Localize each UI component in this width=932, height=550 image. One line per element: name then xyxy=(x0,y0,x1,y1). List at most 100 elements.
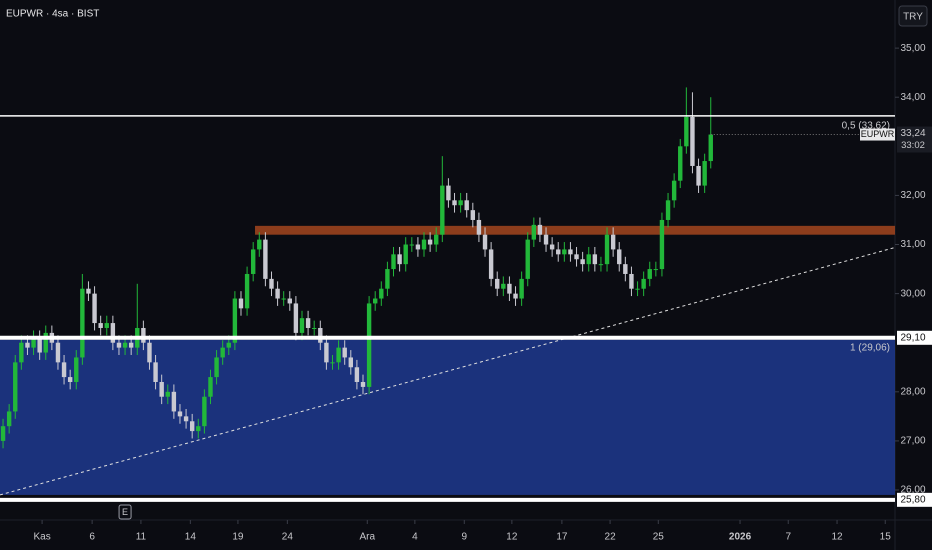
level-axis-box xyxy=(897,492,932,507)
candle-body xyxy=(391,254,396,270)
x-tick-label: 12 xyxy=(831,532,843,543)
candle-body xyxy=(379,288,384,299)
candle-body xyxy=(318,327,323,343)
candle-body xyxy=(604,234,610,265)
candle-body xyxy=(574,254,579,260)
candle-body xyxy=(537,224,543,235)
x-tick-label: 25 xyxy=(653,532,665,543)
candle-body xyxy=(31,337,36,348)
level-axis-label: 25,80 xyxy=(900,494,925,505)
candle-body xyxy=(159,381,164,397)
y-tick-label: 28,00 xyxy=(900,386,925,397)
currency-button[interactable] xyxy=(898,5,928,27)
candle-body xyxy=(0,426,6,441)
candle-body xyxy=(556,249,561,255)
candle-body xyxy=(220,347,225,358)
last-price-label: 33,24 xyxy=(900,128,925,139)
candle-body xyxy=(275,288,280,299)
candle-body xyxy=(354,367,360,382)
candle-body xyxy=(238,298,244,309)
candle-body xyxy=(525,239,530,279)
zone xyxy=(255,225,896,235)
candle-body xyxy=(446,185,451,201)
candle-body xyxy=(629,273,634,289)
candle-body xyxy=(244,273,250,309)
candle-body xyxy=(171,391,177,412)
event-marker-label: E xyxy=(122,507,128,517)
candle-body xyxy=(25,342,30,348)
candle-body xyxy=(568,249,573,255)
x-tick-label: 17 xyxy=(556,532,568,543)
candle-body xyxy=(226,342,231,348)
candle-body xyxy=(690,116,695,166)
candle-body xyxy=(696,165,701,186)
candle-body xyxy=(37,337,42,353)
candle-body xyxy=(678,146,683,181)
candle-body xyxy=(684,116,689,147)
candle-body xyxy=(104,323,109,328)
candle-body xyxy=(647,269,652,279)
candle-body xyxy=(43,332,48,353)
candle-body xyxy=(562,249,567,255)
candle-body xyxy=(470,210,476,220)
level-label: 0,5 (33,62) xyxy=(842,121,890,132)
x-tick-label: Kas xyxy=(33,532,50,543)
candle-body xyxy=(214,357,219,378)
candle-body xyxy=(586,254,591,265)
x-tick-label: 6 xyxy=(89,532,95,543)
candle-body xyxy=(513,293,518,299)
y-tick-label: 26,00 xyxy=(900,485,925,496)
y-tick-label: 35,00 xyxy=(900,43,925,54)
candle-body xyxy=(434,234,439,245)
candle-body xyxy=(671,180,677,201)
level-axis-box xyxy=(897,330,932,345)
candle-body xyxy=(549,244,555,250)
candle-body xyxy=(342,347,347,358)
x-tick-label: Ara xyxy=(359,532,375,543)
candle-body xyxy=(92,293,97,324)
candle-body xyxy=(299,318,305,333)
candle-body xyxy=(177,411,183,417)
candle-body xyxy=(495,278,500,289)
candle-body xyxy=(421,239,427,250)
candle-body xyxy=(427,239,433,245)
candle-body xyxy=(19,342,24,363)
x-tick-label: 14 xyxy=(185,532,197,543)
candle-body xyxy=(373,298,378,304)
candle-body xyxy=(116,342,122,348)
plot-area: 1 (29,06) 0,5 (33,62) xyxy=(0,87,896,502)
x-tick-label: 11 xyxy=(136,532,147,543)
candle-body xyxy=(641,278,646,289)
candle-body xyxy=(397,254,402,265)
candle-body xyxy=(13,362,18,412)
x-tick-label: 7 xyxy=(785,532,791,543)
candle-body xyxy=(128,342,134,348)
level-axis-label: 29,10 xyxy=(900,332,925,343)
candle-body xyxy=(336,347,341,363)
candle-body xyxy=(61,362,67,378)
x-tick-label: 15 xyxy=(880,532,892,543)
last-price-box xyxy=(897,126,932,153)
candle-body xyxy=(189,421,195,432)
candle-body xyxy=(488,249,494,279)
candle-body xyxy=(598,264,604,266)
y-tick-label: 34,00 xyxy=(900,92,925,103)
y-tick-label: 31,00 xyxy=(900,239,925,250)
last-price-name: EUPWR xyxy=(861,129,895,139)
candle-body xyxy=(482,234,488,250)
candle-body xyxy=(610,234,616,250)
candle-body xyxy=(580,259,585,265)
candle-body xyxy=(232,298,238,343)
candle-body xyxy=(617,249,622,265)
candle-body xyxy=(98,323,103,328)
candle-body xyxy=(263,239,268,279)
candle-body xyxy=(147,342,152,363)
currency-label[interactable]: TRY xyxy=(903,12,923,23)
candle-body xyxy=(196,426,201,432)
candle-body xyxy=(67,377,73,382)
candle-body xyxy=(452,200,457,206)
candle-body xyxy=(476,219,482,235)
candle-body xyxy=(324,342,329,363)
candle-body xyxy=(531,224,537,240)
